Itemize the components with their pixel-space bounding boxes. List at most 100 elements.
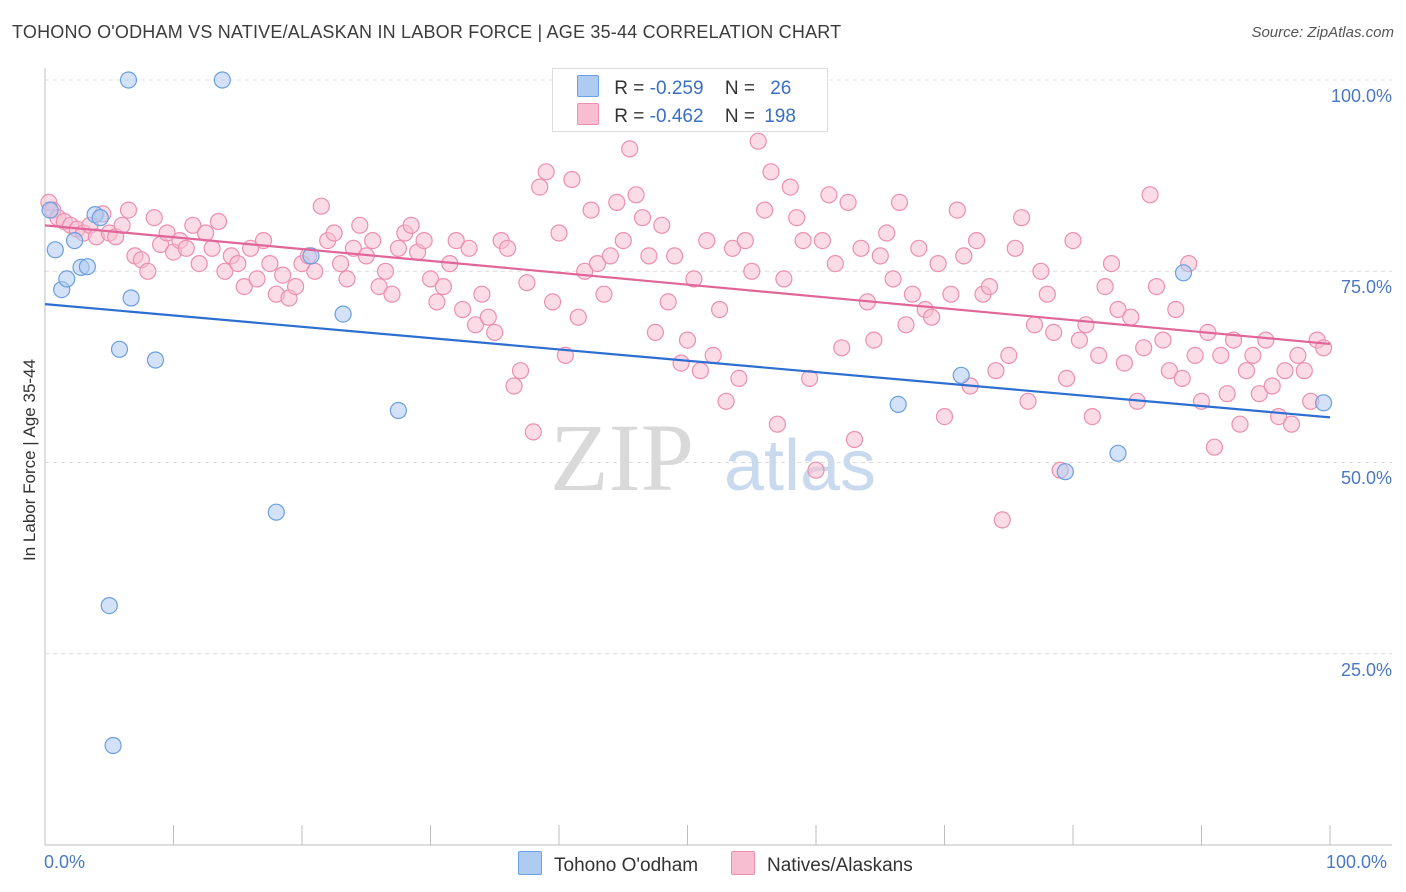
legend-item-tohono[interactable]: Tohono O'odham [518,851,698,877]
natives-point [1160,362,1179,380]
natives-point [839,193,857,211]
tohono-point [1174,264,1193,282]
natives-point [312,197,330,215]
natives-point [1083,408,1101,426]
natives-point [1237,362,1256,380]
natives-point [428,293,446,311]
natives-point [621,140,639,158]
natives-point [833,339,851,357]
natives-point [209,212,228,231]
n-value: 198 [764,106,796,127]
natives-point [1032,262,1050,280]
natives-point [807,461,825,479]
natives-point [511,362,530,380]
natives-point [723,239,742,257]
natives-point [460,239,478,257]
natives-point [884,270,902,288]
y-tick-label: 50.0% [1340,468,1392,488]
blue-swatch [518,851,542,875]
source-credit: Source: ZipAtlas.com [1251,24,1394,41]
natives-point [640,247,658,265]
natives-point [177,239,195,257]
natives-point [402,216,420,234]
x-tick-label: 100.0% [1326,852,1388,872]
natives-point [1077,316,1095,334]
legend-item-natives[interactable]: Natives/Alaskans [731,851,913,877]
natives-point [344,239,362,257]
natives-point [743,262,761,280]
natives-point [338,270,356,288]
natives-point [903,285,922,303]
tohono-point [1314,394,1333,412]
n-value: 26 [770,78,792,99]
natives-point [967,232,986,250]
natives-point [499,239,517,257]
tohono-point [389,401,407,420]
natives-point [1173,369,1191,387]
natives-point [518,274,536,292]
gridlines [45,79,1392,655]
natives-point [935,408,954,426]
natives-point [845,430,864,449]
natives-point [434,278,452,296]
natives-point [524,423,542,441]
natives-point [768,415,787,433]
natives-point [376,262,395,280]
pink-swatch [731,851,755,875]
natives-point [184,216,202,234]
natives-point [1064,232,1082,250]
natives-point [987,362,1005,380]
natives-point [537,163,555,181]
natives-point [1096,278,1114,296]
natives-point [813,232,832,250]
natives-point [595,285,613,303]
x-tick-label: 0.0% [44,852,86,872]
natives-point [1141,186,1159,204]
natives-point [1167,300,1185,319]
natives-point [563,170,581,189]
watermark: ZIP atlas [550,404,876,511]
n-label: N = [724,106,755,127]
natives-point [826,255,844,273]
natives-point [203,239,221,257]
tohono-point [1056,463,1074,481]
y-axis-label: In Labor Force | Age 35-44 [20,359,39,561]
natives-point [1282,415,1301,433]
natives-point [505,377,523,395]
natives-point [698,232,716,250]
tohono-point [952,366,970,384]
natives-point [1289,346,1307,364]
legend-label: Natives/Alaskans [767,855,913,876]
natives-point [1244,346,1262,364]
natives-point [119,201,138,219]
natives-point [910,239,928,257]
natives-point [421,270,440,288]
tohono-point [146,351,165,369]
natives-point [1090,346,1108,364]
natives-point [1257,331,1275,349]
tohono-point [58,270,76,288]
natives-point [942,285,960,303]
natives-point [473,285,491,303]
natives-point [1186,346,1204,364]
natives-point [788,209,806,227]
r-label: R = [614,78,645,99]
natives-point [351,216,369,234]
y-tick-label: 25.0% [1340,660,1392,680]
watermark-zip: ZIP [550,404,694,511]
natives-point [235,278,253,296]
natives-point [479,308,497,326]
natives-point [871,247,889,265]
natives-point [1038,285,1056,303]
natives-point [1276,362,1294,380]
trend-line [44,303,1331,419]
natives-point [569,308,587,326]
natives-point [633,209,652,227]
tohono-point [65,232,84,250]
natives-point [229,255,247,273]
natives-point [1102,255,1121,273]
natives-point [486,323,504,341]
natives-point [1205,438,1224,456]
natives-point [922,308,941,326]
